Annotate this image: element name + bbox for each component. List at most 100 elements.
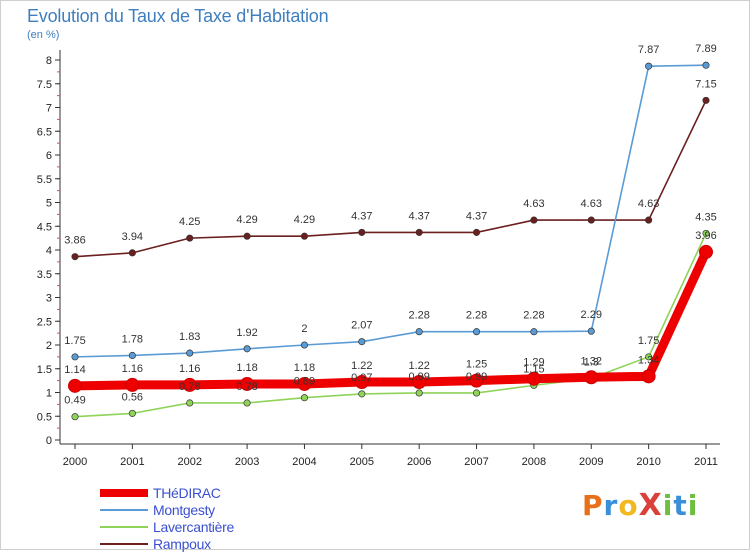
data-point: [125, 377, 140, 392]
data-label: 7.87: [638, 44, 659, 56]
data-label: 0.49: [64, 395, 85, 407]
data-label: 2.28: [466, 310, 487, 322]
data-label: 1.29: [523, 357, 544, 369]
series-montgesty: [71, 61, 710, 361]
data-labels-layer: 3.86 3.94 4.25 4.29 4.29 4.37 4.37 4.37 4.63 4.63…: [64, 43, 716, 407]
data-label: 1.22: [408, 360, 429, 372]
data-point: [128, 249, 136, 257]
data-label: 1.75: [638, 335, 659, 347]
x-tick-label: 2005: [350, 456, 374, 468]
data-point: [128, 409, 136, 417]
data-label: 0.89: [294, 376, 315, 388]
data-label: 4.37: [351, 210, 372, 222]
y-tick-label: 4.5: [37, 221, 52, 233]
x-tick-label: 2004: [292, 456, 316, 468]
x-tick-label: 2008: [522, 456, 546, 468]
data-point: [702, 61, 710, 69]
data-label: 1.14: [64, 364, 85, 376]
data-label: 4.63: [581, 198, 602, 210]
data-point: [71, 353, 79, 361]
data-label: 1.18: [294, 362, 315, 374]
data-label: 1.3: [584, 356, 599, 368]
x-tick-label: 2001: [120, 456, 144, 468]
data-label: 0.99: [466, 371, 487, 383]
data-point: [645, 62, 653, 70]
data-point: [243, 399, 251, 407]
legend-swatch: [100, 489, 148, 497]
x-tick-label: 2007: [464, 456, 488, 468]
x-tick-label: 2010: [636, 456, 660, 468]
data-label: 7.15: [695, 78, 716, 90]
data-label: 1.18: [236, 362, 257, 374]
data-point: [472, 389, 481, 397]
data-point: [186, 349, 194, 357]
y-tick-label: 7.5: [37, 79, 52, 91]
data-point: [182, 377, 197, 392]
line-chart: 0 0.5 1 1.5 2 2.5 3 3.5 4 4.5 5 5.5 6 6.5 7 7.5 8 2000 200…: [37, 43, 720, 468]
legend-swatch: [100, 526, 148, 528]
legend-swatch: [100, 509, 148, 511]
y-unit-label: (en %): [27, 29, 60, 41]
x-tick-label: 2009: [579, 456, 603, 468]
data-point: [472, 228, 481, 236]
data-label: 1.22: [351, 360, 372, 372]
x-tick-label: 2003: [235, 456, 259, 468]
data-point: [587, 327, 595, 335]
data-label: 4.37: [408, 210, 429, 222]
data-point: [472, 328, 481, 336]
y-tick-label: 0.5: [37, 411, 52, 423]
data-label: 1.92: [236, 327, 257, 339]
y-tick-label: 7: [46, 103, 52, 115]
proxiti-logo: ProXiti: [582, 488, 699, 523]
data-label: 0.97: [351, 372, 372, 384]
data-label: 2.28: [523, 310, 544, 322]
x-tick-label: 2000: [63, 456, 87, 468]
data-point: [300, 232, 309, 240]
data-point: [186, 399, 194, 407]
legend-label: Lavercantière: [153, 519, 234, 535]
y-tick-label: 1.5: [37, 364, 52, 376]
y-tick-label: 1: [46, 388, 52, 400]
data-point: [358, 390, 366, 398]
data-label: 0.78: [179, 381, 200, 393]
data-point: [300, 341, 309, 349]
data-point: [584, 370, 599, 385]
data-point: [71, 253, 79, 261]
data-point: [641, 369, 656, 384]
series-line: [74, 64, 707, 358]
data-label: 0.99: [408, 371, 429, 383]
data-point: [412, 375, 427, 390]
data-label: 4.25: [179, 216, 200, 228]
data-point: [415, 328, 423, 336]
data-label: 2.29: [581, 309, 602, 321]
data-label: 1.16: [179, 363, 200, 375]
y-tick-label: 8: [46, 55, 52, 67]
chart-title: Evolution du Taux de Taxe d'Habitation: [27, 6, 329, 26]
data-point: [415, 228, 423, 236]
data-point: [297, 376, 312, 391]
data-label: 1.15: [523, 363, 544, 375]
data-label: 0.56: [122, 391, 143, 403]
data-label: 1.75: [64, 335, 85, 347]
legend-swatch: [100, 543, 148, 545]
axes: 0 0.5 1 1.5 2 2.5 3 3.5 4 4.5 5 5.5 6 6.5 7 7.5 8 2000 200…: [37, 50, 720, 468]
data-label: 7.89: [695, 43, 716, 55]
data-label: 1.25: [466, 359, 487, 371]
data-label: 3.94: [122, 231, 143, 243]
data-label: 2.28: [408, 310, 429, 322]
series-line: [70, 247, 711, 391]
series-rampoux: [71, 96, 710, 261]
data-label: 3.96: [695, 230, 716, 242]
data-point: [354, 375, 369, 390]
data-point: [358, 228, 366, 236]
data-label: 4.29: [294, 214, 315, 226]
data-label: 1.78: [122, 333, 143, 345]
data-point: [645, 216, 653, 224]
data-point: [469, 373, 484, 388]
series-lavercanti-re: [71, 229, 710, 421]
legend-label: Rampoux: [153, 536, 211, 552]
data-point: [300, 394, 309, 402]
data-point: [128, 351, 136, 360]
data-point: [702, 96, 710, 104]
data-label: 1.34: [638, 354, 659, 366]
